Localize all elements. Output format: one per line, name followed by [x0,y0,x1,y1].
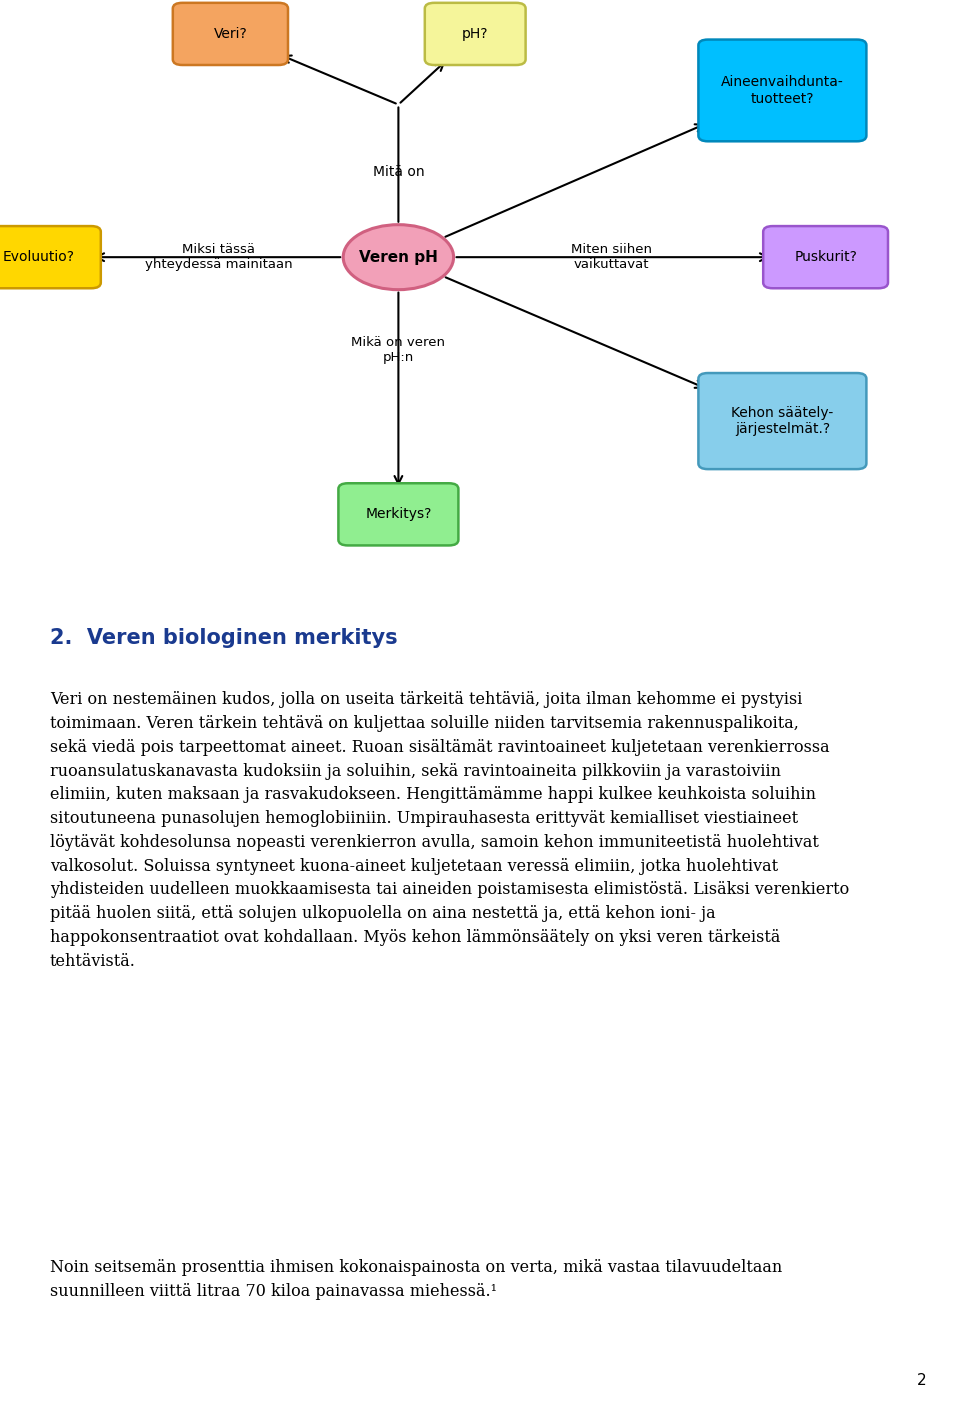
Text: Evoluutio?: Evoluutio? [2,250,75,264]
Text: 2: 2 [917,1372,926,1388]
Text: Veren pH: Veren pH [359,250,438,264]
FancyBboxPatch shape [173,3,288,65]
Text: Aineenvaihdunta-
tuotteet?: Aineenvaihdunta- tuotteet? [721,76,844,105]
Text: Miten siihen
vaikuttavat: Miten siihen vaikuttavat [571,243,652,271]
FancyBboxPatch shape [0,226,101,288]
Text: Puskurit?: Puskurit? [794,250,857,264]
Text: pH?: pH? [462,27,489,41]
FancyBboxPatch shape [698,373,866,470]
Text: Merkitys?: Merkitys? [365,508,432,522]
Text: Noin seitsemän prosenttia ihmisen kokonaispainosta on verta, mikä vastaa tilavuu: Noin seitsemän prosenttia ihmisen kokona… [50,1258,782,1299]
FancyBboxPatch shape [338,484,459,546]
Ellipse shape [344,225,453,290]
Text: Veri?: Veri? [213,27,248,41]
Text: 2.  Veren biologinen merkitys: 2. Veren biologinen merkitys [50,628,397,648]
Text: Kehon säätely-
järjestelmät.?: Kehon säätely- järjestelmät.? [732,406,833,436]
Text: Mikä on veren
pH:n: Mikä on veren pH:n [351,336,445,364]
Text: Mitä on: Mitä on [372,166,424,180]
FancyBboxPatch shape [763,226,888,288]
Text: Veri on nestemäinen kudos, jolla on useita tärkeitä tehtäviä, joita ilman kehomm: Veri on nestemäinen kudos, jolla on usei… [50,692,850,970]
Text: Miksi tässä
yhteydessä mainitaan: Miksi tässä yhteydessä mainitaan [145,243,293,271]
FancyBboxPatch shape [424,3,526,65]
FancyBboxPatch shape [698,39,866,141]
